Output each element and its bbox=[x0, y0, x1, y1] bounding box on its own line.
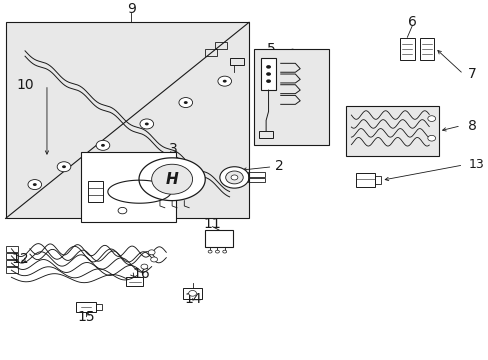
Circle shape bbox=[265, 72, 270, 76]
Circle shape bbox=[218, 76, 231, 86]
Text: 15: 15 bbox=[77, 310, 95, 324]
Circle shape bbox=[427, 135, 435, 141]
Circle shape bbox=[183, 101, 187, 104]
Text: 14: 14 bbox=[184, 292, 202, 306]
Circle shape bbox=[140, 119, 153, 129]
Text: 6: 6 bbox=[407, 15, 416, 29]
Circle shape bbox=[144, 122, 148, 125]
Circle shape bbox=[188, 291, 196, 296]
Text: 12: 12 bbox=[11, 252, 29, 266]
Text: 9: 9 bbox=[126, 2, 135, 16]
FancyBboxPatch shape bbox=[81, 153, 176, 222]
Circle shape bbox=[223, 80, 226, 82]
Circle shape bbox=[220, 167, 248, 188]
Circle shape bbox=[118, 207, 126, 214]
Circle shape bbox=[223, 250, 226, 253]
Circle shape bbox=[150, 257, 157, 262]
Circle shape bbox=[231, 175, 237, 180]
Circle shape bbox=[28, 180, 41, 190]
Circle shape bbox=[62, 165, 66, 168]
Circle shape bbox=[141, 264, 147, 269]
Circle shape bbox=[151, 164, 192, 194]
Text: 8: 8 bbox=[468, 119, 476, 133]
FancyBboxPatch shape bbox=[346, 106, 438, 156]
Text: 10: 10 bbox=[16, 78, 34, 92]
Circle shape bbox=[265, 65, 270, 69]
Text: H: H bbox=[165, 172, 178, 187]
FancyBboxPatch shape bbox=[5, 22, 248, 219]
Circle shape bbox=[101, 144, 105, 147]
Circle shape bbox=[427, 116, 435, 121]
Circle shape bbox=[208, 250, 212, 253]
Text: 7: 7 bbox=[468, 67, 476, 81]
Circle shape bbox=[96, 140, 110, 150]
Circle shape bbox=[57, 162, 71, 172]
FancyBboxPatch shape bbox=[253, 49, 329, 145]
Circle shape bbox=[179, 98, 192, 108]
Text: 1: 1 bbox=[140, 167, 148, 181]
Text: 5: 5 bbox=[266, 42, 275, 56]
Text: 4: 4 bbox=[130, 185, 139, 199]
Circle shape bbox=[33, 183, 37, 186]
Circle shape bbox=[265, 79, 270, 83]
Text: 11: 11 bbox=[203, 217, 221, 231]
Circle shape bbox=[225, 171, 243, 184]
Text: 13: 13 bbox=[468, 158, 483, 171]
Polygon shape bbox=[261, 58, 275, 90]
Text: 16: 16 bbox=[132, 267, 150, 281]
Circle shape bbox=[148, 250, 155, 255]
Text: 2: 2 bbox=[274, 159, 283, 173]
Circle shape bbox=[215, 250, 219, 253]
Polygon shape bbox=[139, 158, 205, 201]
Text: 3: 3 bbox=[169, 142, 178, 156]
